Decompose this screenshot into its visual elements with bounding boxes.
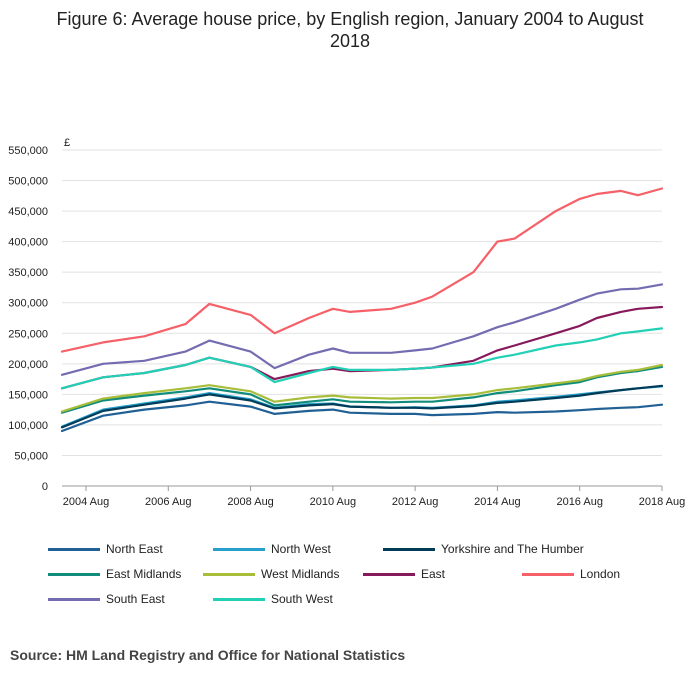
legend-item: South East xyxy=(48,592,165,606)
legend-label: London xyxy=(580,567,621,581)
y-tick-label: 250,000 xyxy=(8,328,48,340)
legend-swatch xyxy=(522,572,574,576)
legend-item: East xyxy=(363,567,445,581)
x-tick-label: 2004 Aug xyxy=(63,496,110,508)
series-line-south-west xyxy=(60,327,664,390)
x-tick-label: 2006 Aug xyxy=(145,496,192,508)
legend-swatch xyxy=(213,547,265,551)
y-tick-label: 400,000 xyxy=(8,237,48,249)
x-tick-label: 2018 Aug xyxy=(639,496,686,508)
legend-item: West Midlands xyxy=(203,567,339,581)
y-tick-label: 200,000 xyxy=(8,359,48,371)
legend-label: West Midlands xyxy=(261,567,340,581)
series-line-east xyxy=(60,305,664,390)
legend-label: East Midlands xyxy=(106,567,182,581)
legend-item: Yorkshire and The Humber xyxy=(383,542,584,556)
x-tick-label: 2012 Aug xyxy=(392,496,439,508)
series-line-west-midlands xyxy=(60,363,664,413)
legend-label: North West xyxy=(271,542,331,556)
legend-item: London xyxy=(522,567,620,581)
y-tick-label: 500,000 xyxy=(8,176,48,188)
legend-swatch xyxy=(203,572,255,576)
x-tick-label: 2010 Aug xyxy=(310,496,357,508)
series-line-yorkshire-and-the-humber xyxy=(60,384,664,429)
y-tick-label: 0 xyxy=(42,481,48,493)
x-tick-label: 2008 Aug xyxy=(227,496,274,508)
y-axis-unit-label: £ xyxy=(64,137,70,149)
y-tick-label: 100,000 xyxy=(8,420,48,432)
y-tick-label: 350,000 xyxy=(8,267,48,279)
y-tick-label: 450,000 xyxy=(8,206,48,218)
legend-swatch xyxy=(48,547,100,551)
series-lines xyxy=(60,187,664,433)
legend-label: East xyxy=(421,567,446,581)
series-line-south-east xyxy=(60,283,664,376)
y-tick-label: 300,000 xyxy=(8,298,48,310)
legend-item: South West xyxy=(213,592,333,606)
legend-swatch xyxy=(213,597,265,601)
line-chart: 0 50,000 100,000 150,000 200,000 250,000 300,0… xyxy=(8,137,686,508)
y-tick-label: 50,000 xyxy=(14,450,48,462)
gridlines xyxy=(62,149,662,487)
legend-label: South West xyxy=(271,592,333,606)
legend-swatch xyxy=(48,597,100,601)
legend-label: North East xyxy=(106,542,163,556)
series-line-north-east xyxy=(60,400,664,433)
source-note: Source: HM Land Registry and Office for … xyxy=(10,647,406,663)
legend-label: Yorkshire and The Humber xyxy=(441,542,584,556)
legend-item: East Midlands xyxy=(48,567,181,581)
y-tick-label: 550,000 xyxy=(8,145,48,157)
legend-swatch xyxy=(363,572,415,576)
legend-label: South East xyxy=(106,592,165,606)
x-tick-label: 2016 Aug xyxy=(556,496,603,508)
series-line-london xyxy=(60,187,664,353)
chart-title: Figure 6: Average house price, by Englis… xyxy=(56,9,644,51)
legend-item: North West xyxy=(213,542,331,556)
legend-item: North East xyxy=(48,542,163,556)
x-tick-label: 2014 Aug xyxy=(474,496,521,508)
y-tick-label: 150,000 xyxy=(8,389,48,401)
legend-swatch xyxy=(383,547,435,551)
legend-swatch xyxy=(48,572,100,576)
x-axis: 2004 Aug 2006 Aug 2008 Aug 2010 Aug 2012 Aug… xyxy=(63,486,686,508)
y-axis: 0 50,000 100,000 150,000 200,000 250,000 300,0… xyxy=(8,145,48,493)
series-line-east-midlands xyxy=(60,365,664,414)
